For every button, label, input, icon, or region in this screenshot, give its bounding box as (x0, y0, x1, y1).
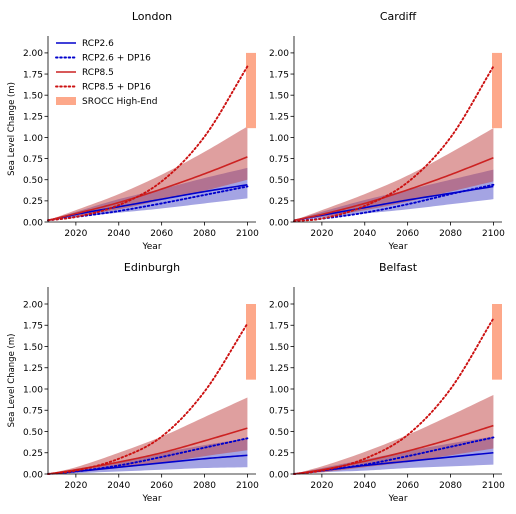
y-tick-label: 0.25 (269, 449, 289, 459)
y-tick-label: 1.25 (269, 364, 289, 374)
y-tick-label: 0.25 (23, 197, 43, 207)
x-tick-label: 2060 (150, 481, 173, 491)
chart-title: London (132, 10, 172, 23)
y-tick-label: 2.00 (269, 300, 289, 310)
y-tick-label: 1.75 (269, 70, 289, 80)
legend-swatch-srocc (56, 97, 76, 105)
legend: RCP2.6 RCP2.6 + DP16 RCP8.5 RCP8.5 + DP16 SR… (56, 39, 158, 107)
y-tick-label: 0.75 (23, 155, 43, 165)
x-tick-label: 2080 (193, 481, 216, 491)
y-tick-label: 1.25 (23, 113, 43, 123)
chart-title: Edinburgh (124, 261, 180, 274)
y-tick-label: 0.25 (23, 449, 43, 459)
x-tick-label: 2040 (353, 481, 376, 491)
y-tick-label: 0.00 (23, 218, 43, 228)
y-tick-label: 1.75 (23, 70, 43, 80)
x-tick-label: 2020 (64, 229, 87, 239)
srocc-high-end-bar (492, 53, 502, 128)
y-tick-label: 1.25 (23, 364, 43, 374)
legend-label: SROCC High-End (82, 97, 158, 107)
x-tick-label: 2040 (107, 229, 130, 239)
srocc-high-end-bar (246, 53, 256, 128)
x-axis-label: Year (387, 494, 407, 504)
x-tick-label: 2040 (107, 481, 130, 491)
x-tick-label: 2100 (482, 481, 505, 491)
chart-title: Belfast (379, 261, 418, 274)
chart-panel-belfast: Belfast 0.00 0.25 0.50 0.75 1.00 1.25 1.50 1.75 2… (269, 261, 505, 504)
x-axis-label: Year (141, 494, 161, 504)
x-tick-label: 2060 (396, 481, 419, 491)
chart-panel-cardiff: Cardiff 0.00 0.25 0.50 0.75 1.00 1.25 1.50 1.75 2… (269, 10, 505, 252)
y-axis-label: Sea Level Change (m) (7, 82, 17, 176)
y-tick-label: 1.25 (269, 113, 289, 123)
chart-panel-edinburgh: Edinburgh 0.00 0.25 0.50 0.75 1.00 1.25 1.50 1.7… (7, 261, 259, 504)
x-tick-label: 2080 (439, 229, 462, 239)
y-tick-label: 1.00 (23, 134, 43, 144)
legend-label: RCP2.6 (82, 39, 114, 49)
y-tick-label: 0.00 (269, 218, 289, 228)
y-tick-label: 1.75 (23, 322, 43, 332)
y-tick-label: 0.75 (269, 155, 289, 165)
y-tick-label: 1.50 (269, 343, 289, 353)
y-tick-label: 1.50 (23, 91, 43, 101)
chart-title: Cardiff (380, 10, 417, 23)
x-tick-label: 2100 (236, 229, 259, 239)
y-axis-label: Sea Level Change (m) (7, 334, 17, 428)
legend-label: RCP8.5 + DP16 (82, 83, 151, 93)
y-tick-label: 1.50 (23, 343, 43, 353)
y-tick-label: 0.50 (23, 428, 43, 438)
y-tick-label: 1.00 (269, 385, 289, 395)
y-tick-label: 0.50 (269, 428, 289, 438)
x-tick-label: 2060 (150, 229, 173, 239)
y-tick-label: 2.00 (269, 49, 289, 59)
x-tick-label: 2020 (310, 229, 333, 239)
x-tick-label: 2060 (396, 229, 419, 239)
x-tick-label: 2100 (482, 229, 505, 239)
x-tick-label: 2020 (64, 481, 87, 491)
y-tick-label: 1.75 (269, 322, 289, 332)
y-tick-label: 1.00 (23, 385, 43, 395)
srocc-high-end-bar (246, 304, 256, 380)
legend-label: RCP2.6 + DP16 (82, 54, 151, 64)
y-tick-label: 0.75 (23, 407, 43, 417)
x-tick-label: 2080 (439, 481, 462, 491)
y-tick-label: 2.00 (23, 49, 43, 59)
y-tick-label: 0.50 (269, 176, 289, 186)
x-tick-label: 2040 (353, 229, 376, 239)
y-tick-label: 1.00 (269, 134, 289, 144)
x-tick-label: 2100 (236, 481, 259, 491)
y-tick-label: 0.00 (23, 470, 43, 480)
legend-label: RCP8.5 (82, 68, 114, 78)
x-axis-label: Year (141, 242, 161, 252)
x-tick-label: 2020 (310, 481, 333, 491)
x-axis-label: Year (387, 242, 407, 252)
y-tick-label: 0.75 (269, 407, 289, 417)
y-tick-label: 1.50 (269, 91, 289, 101)
x-tick-label: 2080 (193, 229, 216, 239)
y-tick-label: 0.00 (269, 470, 289, 480)
y-tick-label: 2.00 (23, 300, 43, 310)
y-tick-label: 0.50 (23, 176, 43, 186)
y-tick-label: 0.25 (269, 197, 289, 207)
chart-panel-london: London 0.00 0.25 0.50 0.75 1.00 1.25 1.50 1.75 2.… (7, 10, 259, 252)
srocc-high-end-bar (492, 304, 502, 380)
